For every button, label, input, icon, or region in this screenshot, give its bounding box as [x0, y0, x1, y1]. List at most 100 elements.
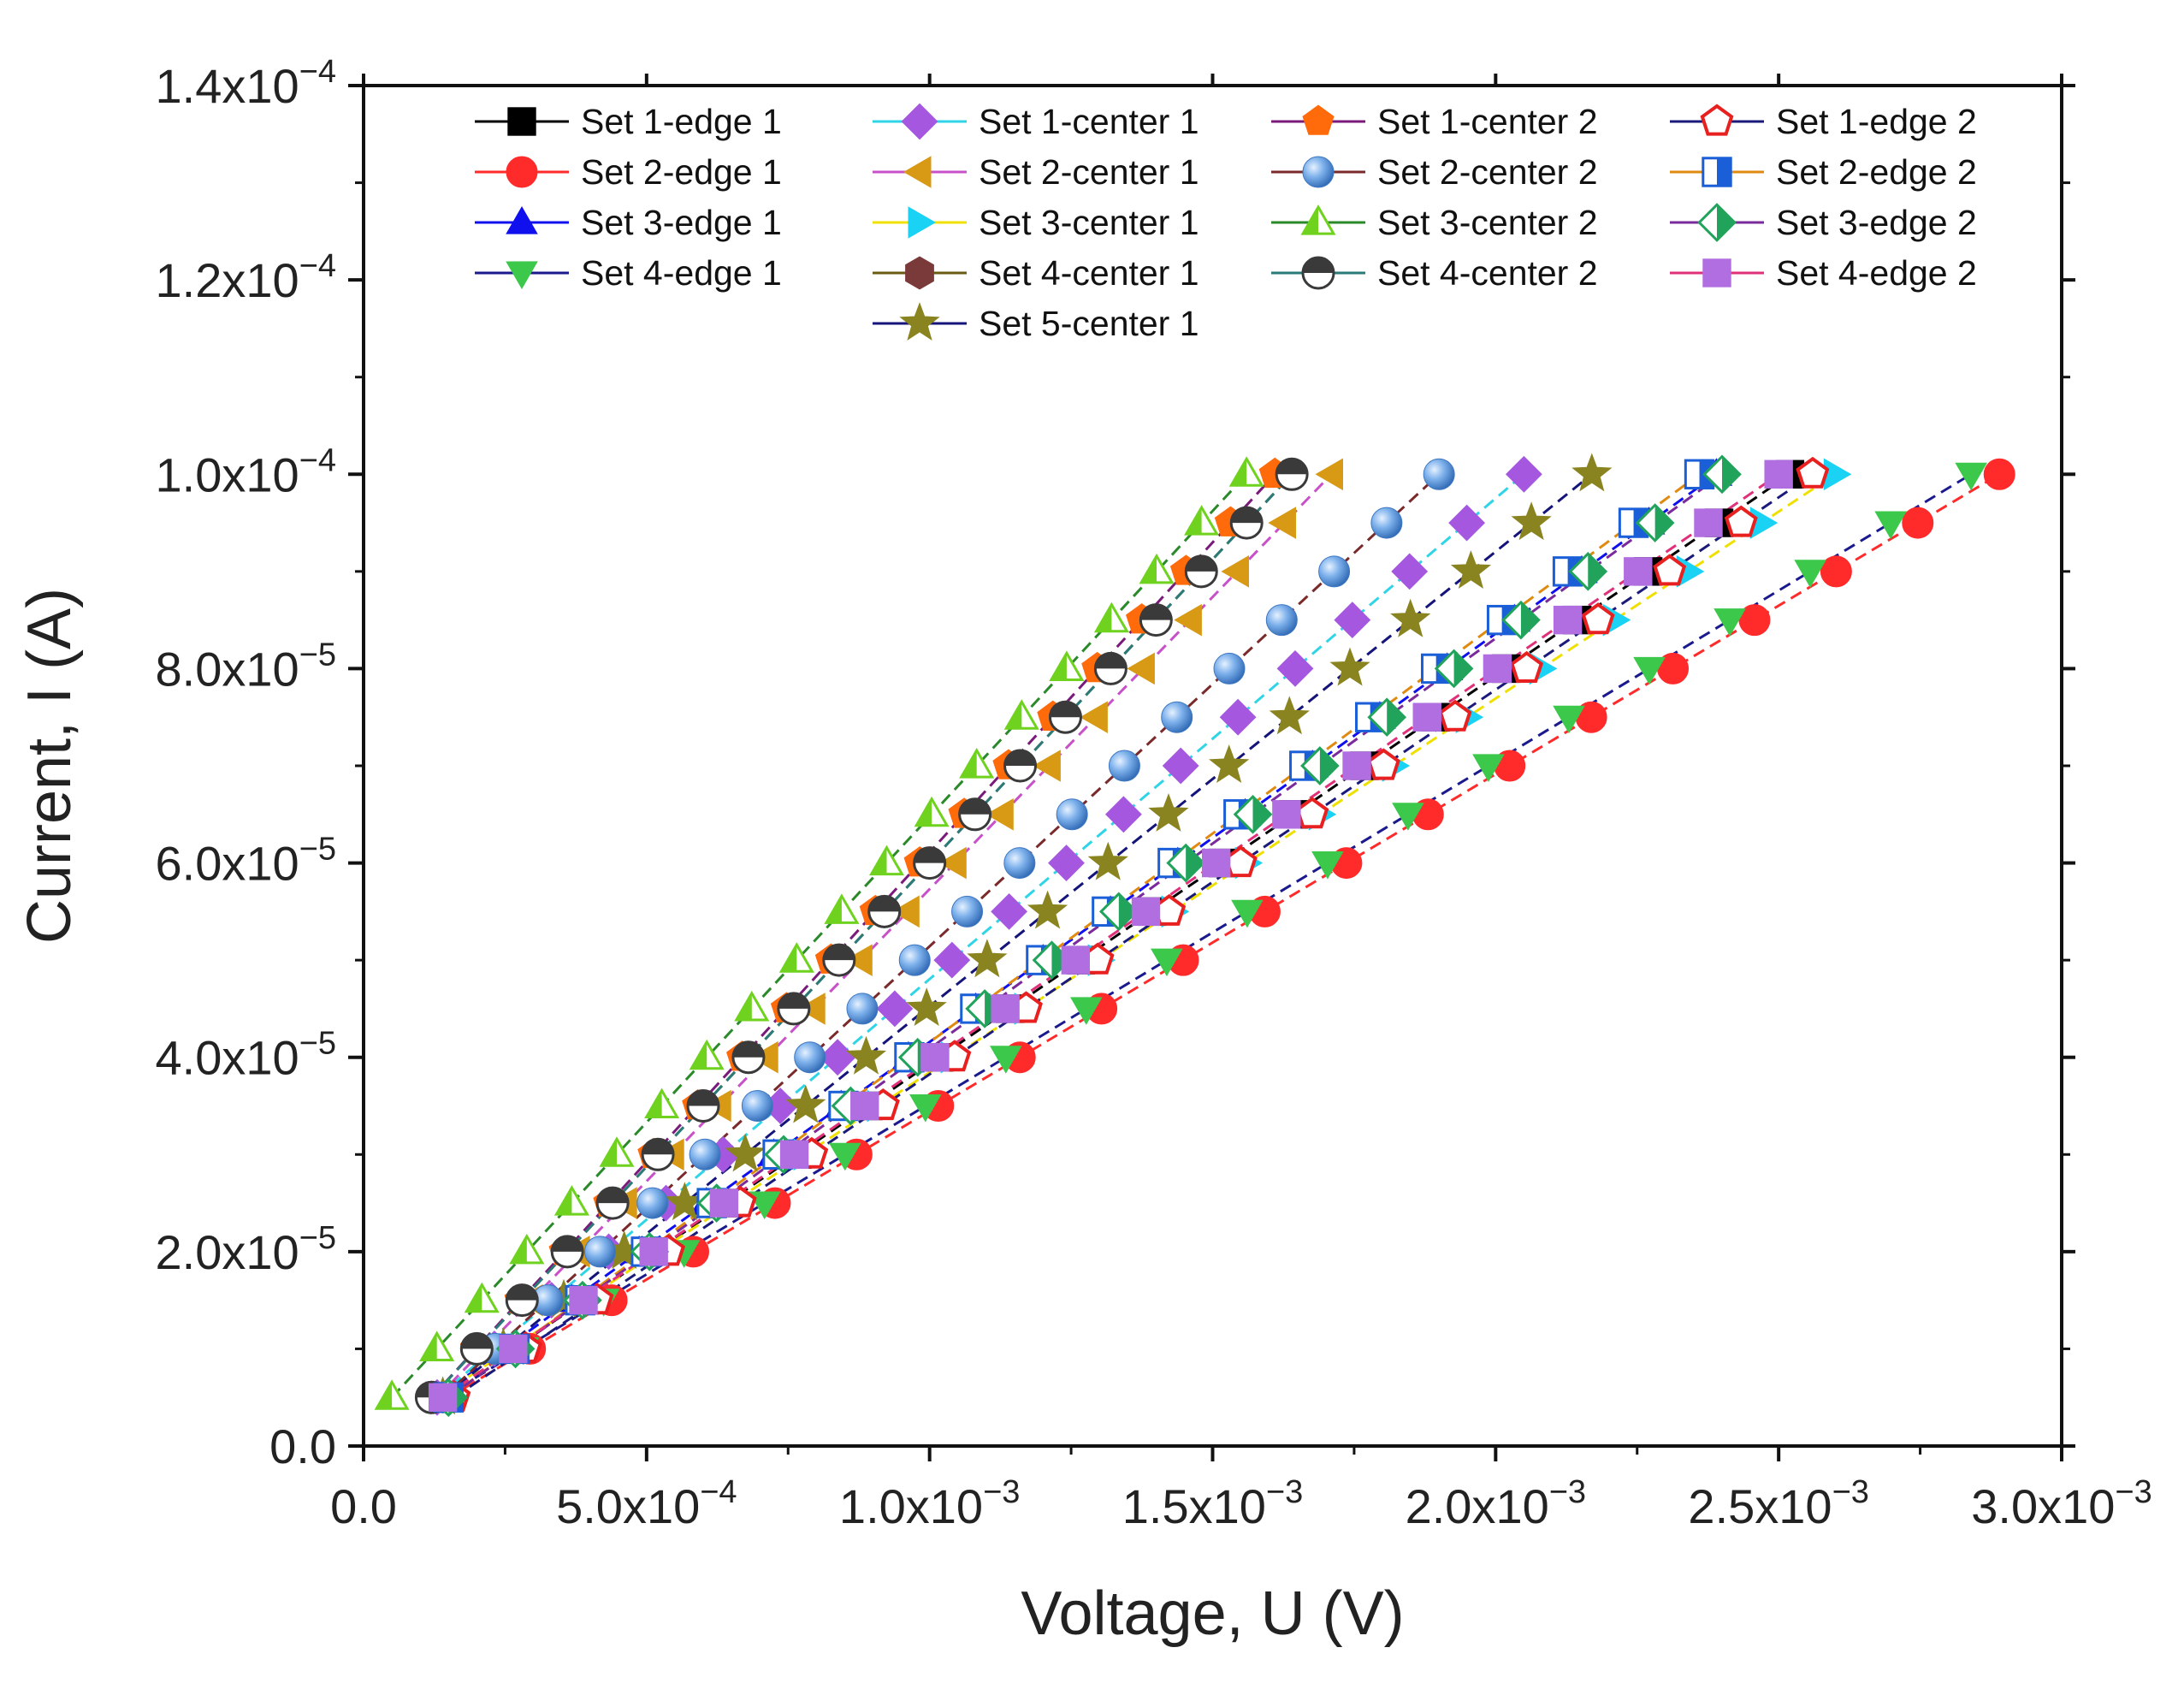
data-point-set-3-center-2 [464, 1282, 500, 1313]
data-point-set-4-edge-2 [1412, 702, 1441, 732]
x-tick-label: 3.0x10−3 [1971, 1474, 2151, 1533]
legend-label: Set 3-edge 1 [581, 203, 782, 242]
legend-label: Set 1-edge 1 [581, 102, 782, 141]
legend-entry-set-3-center-2: Set 3-center 2 [1271, 203, 1598, 242]
data-point-set-5-center-1 [1450, 550, 1492, 589]
data-point-set-4-center-2 [1229, 506, 1264, 540]
legend-label: Set 2-edge 2 [1776, 152, 1977, 192]
data-point-set-3-center-2 [869, 845, 904, 876]
data-point-set-4-center-2 [958, 797, 992, 832]
series-line-set-2-edge-2 [447, 473, 1701, 1399]
data-point-set-4-center-2 [1003, 749, 1038, 783]
data-point-set-4-edge-2 [569, 1285, 598, 1315]
data-point-set-4-edge-1 [1472, 754, 1505, 783]
data-point-set-5-center-1 [1148, 792, 1189, 832]
data-point-set-5-center-1 [725, 1133, 766, 1172]
data-point-set-3-edge-2 [1300, 746, 1340, 785]
legend-label: Set 4-edge 2 [1776, 253, 1977, 293]
data-point-set-2-center-1 [1080, 701, 1108, 733]
data-point-set-1-center-1 [1162, 747, 1199, 785]
y-axis-title: Current, I (A) [15, 588, 84, 944]
legend-marker-set-4-center-2 [1301, 256, 1335, 290]
legend-label: Set 4-center 2 [1377, 253, 1598, 293]
data-point-set-1-edge-2 [1724, 505, 1758, 537]
data-point-set-4-edge-1 [828, 1142, 861, 1171]
data-point-set-2-center-2 [689, 1138, 721, 1170]
data-point-set-3-center-2 [644, 1088, 680, 1118]
data-point-set-2-center-1 [797, 993, 826, 1025]
data-point-set-2-center-2 [1318, 555, 1351, 588]
data-point-set-4-edge-1 [1633, 656, 1666, 685]
legend: Set 1-edge 1 Set 1-center 1 Set 1-center 2… [475, 102, 1977, 343]
x-tick-label: 2.5x10−3 [1688, 1474, 1868, 1533]
data-point-set-4-edge-2 [499, 1334, 528, 1364]
data-point-set-4-center-2 [822, 943, 856, 977]
data-point-set-5-center-1 [1027, 890, 1068, 929]
legend-entry-set-4-center-1: Set 4-center 1 [873, 253, 1199, 293]
data-point-set-2-center-2 [898, 944, 931, 976]
legend-entry-set-1-edge-2: Set 1-edge 2 [1670, 102, 1977, 141]
data-point-set-1-center-1 [1391, 553, 1429, 590]
data-point-set-4-edge-2 [1624, 557, 1653, 586]
data-point-set-4-center-2 [1275, 457, 1309, 491]
legend-marker-set-3-edge-2 [1697, 203, 1737, 242]
series-line-set-4-edge-1 [441, 473, 1972, 1399]
data-point-set-3-center-2 [553, 1185, 590, 1216]
data-point-set-2-center-2 [1370, 507, 1403, 539]
data-point-set-1-center-1 [1334, 602, 1371, 639]
data-point-set-4-edge-2 [428, 1383, 458, 1412]
data-point-set-3-edge-2 [1434, 649, 1474, 689]
legend-label: Set 1-center 1 [979, 102, 1199, 141]
x-tick-label: 5.0x10−4 [556, 1474, 737, 1533]
data-point-set-3-center-2 [1184, 505, 1220, 536]
x-tick-label: 1.0x10−3 [839, 1474, 1020, 1533]
legend-entry-set-4-edge-1: Set 4-edge 1 [475, 253, 782, 293]
data-point-set-2-center-1 [1268, 507, 1296, 539]
data-point-set-3-edge-2 [1501, 600, 1541, 640]
data-point-set-5-center-1 [1209, 744, 1250, 784]
data-point-set-4-center-2 [867, 894, 902, 928]
data-point-set-1-center-1 [933, 941, 971, 979]
data-point-set-5-center-1 [1390, 598, 1431, 637]
data-point-set-3-center-2 [509, 1233, 545, 1265]
data-point-set-4-center-2 [913, 846, 947, 880]
y-tick-label: 1.4x10−4 [156, 54, 336, 113]
legend-marker-set-5-center-1 [899, 302, 940, 341]
data-point-set-1-center-1 [1505, 455, 1542, 493]
data-point-set-3-center-2 [599, 1136, 635, 1167]
data-point-set-3-edge-2 [1166, 843, 1205, 883]
series-markers [374, 453, 2015, 1418]
legend-entry-set-2-center-1: Set 2-center 1 [873, 152, 1199, 192]
legend-marker-set-2-center-2 [1302, 156, 1335, 188]
legend-label: Set 4-edge 1 [581, 253, 782, 293]
data-point-set-1-edge-2 [1510, 650, 1544, 683]
data-point-set-1-center-1 [1104, 796, 1142, 833]
data-point-set-1-edge-2 [1438, 699, 1472, 732]
data-point-set-1-center-1 [1219, 698, 1257, 736]
data-point-set-2-center-2 [1265, 604, 1298, 637]
data-point-set-2-center-2 [794, 1041, 826, 1074]
data-point-set-4-edge-1 [1874, 511, 1907, 540]
data-point-set-3-edge-2 [1568, 552, 1608, 591]
y-tick-label: 6.0x10−5 [156, 832, 336, 891]
data-point-set-2-center-2 [584, 1236, 617, 1268]
data-point-set-4-center-2 [595, 1186, 630, 1220]
data-point-set-1-center-1 [1048, 845, 1085, 882]
data-point-set-2-center-2 [1003, 847, 1036, 880]
legend-marker-set-2-center-1 [903, 156, 932, 188]
legend-marker-set-1-center-1 [901, 103, 938, 140]
data-point-set-4-edge-2 [779, 1140, 809, 1169]
data-point-set-1-edge-2 [1366, 748, 1400, 780]
data-point-set-4-edge-1 [1311, 851, 1344, 880]
data-point-set-1-edge-2 [1581, 602, 1615, 635]
legend-label: Set 2-center 2 [1377, 152, 1598, 192]
legend-label: Set 3-center 2 [1377, 203, 1598, 242]
data-point-set-4-edge-1 [1151, 948, 1183, 977]
series-set-4-center-2 [414, 457, 1309, 1414]
data-point-set-4-edge-1 [748, 1191, 781, 1220]
legend-entry-set-5-center-1: Set 5-center 1 [873, 302, 1199, 343]
data-point-set-4-edge-2 [991, 994, 1020, 1023]
legend-marker-set-3-edge-1 [506, 205, 538, 234]
data-point-set-4-edge-2 [1764, 459, 1793, 489]
data-point-set-2-center-1 [1174, 603, 1202, 637]
